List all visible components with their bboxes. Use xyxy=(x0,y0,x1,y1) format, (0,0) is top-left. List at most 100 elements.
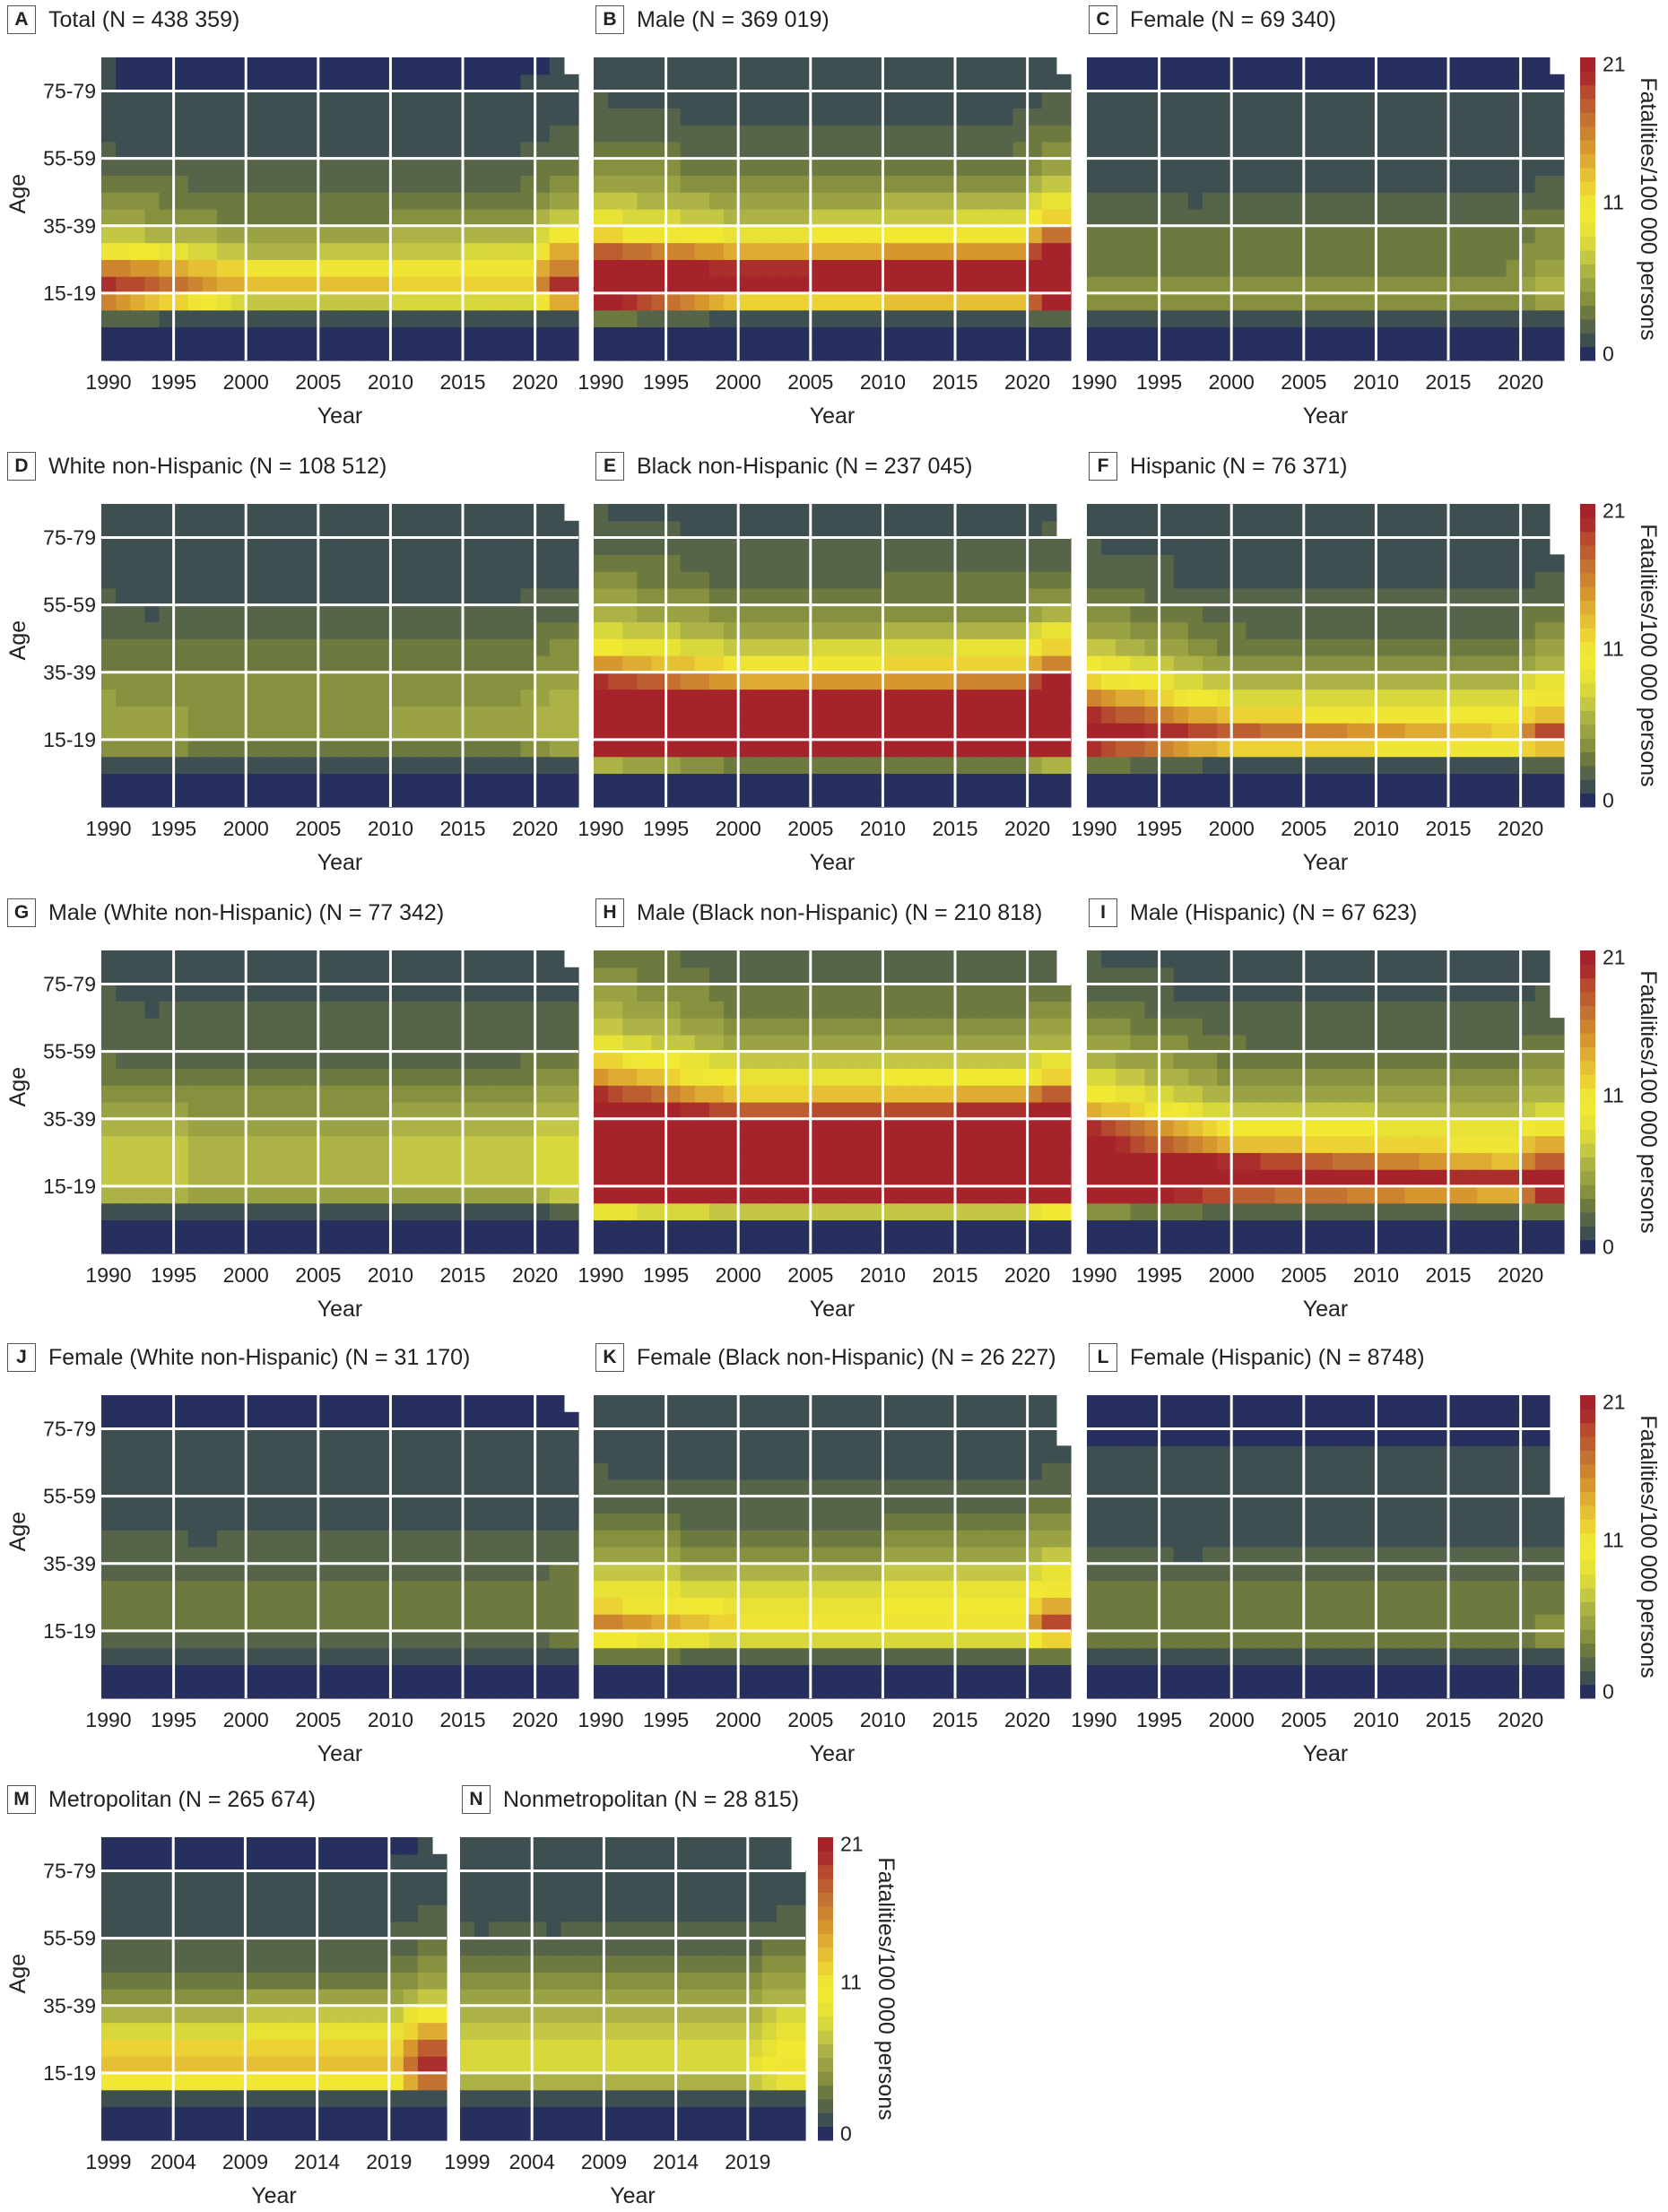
heatmap-cell: 2013 70-74: 1.5 xyxy=(433,1001,449,1019)
heatmap-cell: 2009 5-9: 0.0 xyxy=(868,326,884,344)
heatmap-cell: 2017 75-79: 1.0 xyxy=(984,91,999,108)
heatmap-cell: 2013 45-49: 1.5 xyxy=(1419,192,1435,210)
heatmap-cell: 2020 65-69: 2.5 xyxy=(1027,125,1043,143)
heatmap-cell: 1995 75-79: 1.8 xyxy=(665,537,682,555)
heatmap-cell: 2001 75-79: 1.0 xyxy=(260,984,276,1002)
heatmap-cell: 2022 45-49: 2.0 xyxy=(1549,192,1565,210)
heatmap-cell: 2014 5-9: 0.0 xyxy=(447,1219,464,1237)
heatmap-cell: 2021 70-74: 1.5 xyxy=(549,1001,565,1019)
heatmap-cell: 2011 30-34: 14.6 xyxy=(897,242,913,260)
heatmap-cell: 1991 85+: 1.0 xyxy=(1101,504,1116,522)
heatmap-cell: 2020 85+: 2.0 xyxy=(1027,950,1043,968)
heatmap-cell: 2016 70-74: 1.5 xyxy=(477,1001,492,1019)
heatmap-cell: 1990 85+: 0.5 xyxy=(101,57,117,75)
heatmap-cell: 2018 75-79: 1.0 xyxy=(506,537,522,555)
heatmap-cell: 2004 20-24: 22.0 xyxy=(795,276,812,294)
heatmap-cell: 1993 35-39: 18.2 xyxy=(637,672,653,690)
heatmap-cell: 2003 75-79: 1.0 xyxy=(289,984,305,1002)
heatmap-cell: 2019 75-79: 1.5 xyxy=(1012,537,1029,555)
heatmap-cell: 2006 20-24: 22.0 xyxy=(824,276,840,294)
heatmap-cell: 2022 75-79: 1.0 xyxy=(563,537,579,555)
heatmap-cell: 2006 25-29: 20.6 xyxy=(824,259,840,277)
heatmap-cell: 2007 75-79: 0.5 xyxy=(347,91,362,108)
heatmap-cell: 1993 65-69: 0.5 xyxy=(1130,125,1146,143)
heatmap-cell: 2015 60-64: 2.0 xyxy=(463,1034,478,1053)
heatmap-cell: 1994 45-49: 1.5 xyxy=(1144,192,1160,210)
heatmap-cell: 2020 45-49: 1.8 xyxy=(1520,192,1536,210)
heatmap-cell: 2015 45-49: 2.9 xyxy=(463,638,478,656)
heatmap-cell: 2013 65-69: 1.0 xyxy=(1419,571,1435,589)
heatmap-cell: 2012 0-4: 0.0 xyxy=(1404,343,1420,361)
x-tick-label: 2005 xyxy=(295,817,341,840)
heatmap-cell: 2002 55-59: 7.0 xyxy=(767,1051,783,1070)
heatmap-cell: 1996 5-9: 0.0 xyxy=(187,326,204,344)
heatmap-cell: 1997 50-54: 2.0 xyxy=(202,621,218,639)
heatmap-cell: 1997 25-29: 20.6 xyxy=(694,259,710,277)
heatmap-cell: 2016 80-84: 1.0 xyxy=(969,520,985,539)
heatmap-cell: 1998 45-49: 3.8 xyxy=(1202,638,1218,656)
heatmap-cell: 2004 45-49: 5.2 xyxy=(795,192,812,210)
heatmap-cell: 2000 15-19: 12.0 xyxy=(1231,739,1247,758)
heatmap-cell: 2019 35-39: 11.0 xyxy=(1012,225,1029,244)
heatmap-cell: 2004 70-74: 1.5 xyxy=(303,1001,319,1019)
heatmap-cell: 1995 10-14: 4.5 xyxy=(665,756,682,775)
heatmap-cell: 2013 85+: 1.0 xyxy=(433,950,449,968)
heatmap-cell: 2018 10-14: 1.0 xyxy=(998,309,1014,328)
heatmap-cell: 1994 5-9: 0.0 xyxy=(159,773,175,791)
heatmap-cell: 2010 55-59: 3.0 xyxy=(882,158,899,177)
heatmap-cell: 1995 35-39: 17.0 xyxy=(665,672,682,690)
heatmap-cell: 2000 15-19: 24.0 xyxy=(738,1185,753,1204)
heatmap-cell: 2018 35-39: 2.5 xyxy=(1491,225,1507,244)
heatmap-cell: 1993 85+: 0.4 xyxy=(144,57,161,75)
heatmap-cell: 1990 35-39: 7.0 xyxy=(101,225,117,244)
heatmap-cell: 2016 35-39: 15.7 xyxy=(969,672,985,690)
heatmap-cell: 2016 15-19: 11.2 xyxy=(1463,739,1478,758)
colorbar-swatch xyxy=(1580,277,1595,292)
heatmap-cell: 1997 30-34: 24.0 xyxy=(694,1135,710,1153)
heatmap-cell: 2017 55-59: 3.0 xyxy=(984,158,999,177)
heatmap-cell: 1995 70-74: 4.5 xyxy=(665,1001,682,1019)
heatmap-cell: 2007 55-59: 3.0 xyxy=(839,158,855,177)
heatmap-cell: 1995 70-74: 2.5 xyxy=(665,554,682,572)
heatmap-cell: 2001 80-84: 0.3 xyxy=(1246,74,1262,92)
heatmap-cell: 1999 70-74: 1.0 xyxy=(231,554,247,572)
heatmap-cell: 1998 10-14: 1.4 xyxy=(1202,756,1218,775)
heatmap-cell: 2003 35-39: 5.2 xyxy=(289,1118,305,1137)
heatmap-cell: 2022 35-39: 5.0 xyxy=(563,672,579,690)
heatmap-cell: 2009 15-19: 24.0 xyxy=(868,739,884,758)
heatmap-cell: 2002 65-69: 1.0 xyxy=(1260,571,1276,589)
heatmap-cell: 2007 45-49: 3.7 xyxy=(347,1085,362,1103)
heatmap-cell: 2011 0-4: 0.0 xyxy=(404,1236,421,1254)
heatmap-cell: 1993 55-59: 1.8 xyxy=(144,158,161,177)
heatmap-cell: 1999 45-49: 2.6 xyxy=(231,192,247,210)
heatmap-cell: 2006 50-54: 5.3 xyxy=(824,621,840,639)
heatmap-cell: 1991 85+: 0.3 xyxy=(1101,57,1116,75)
heatmap-cell: 1990 30-34: 4.5 xyxy=(101,689,117,707)
heatmap-cell: 2014 80-84: 0.4 xyxy=(447,74,464,92)
heatmap-cell: 2002 50-54: 2.0 xyxy=(274,621,291,639)
heatmap-cell: 2002 65-69: 0.5 xyxy=(1260,125,1276,143)
heatmap-cell: 2021 55-59: 9.0 xyxy=(1041,1051,1057,1070)
heatmap-cell: 2004 45-49: 1.5 xyxy=(1289,192,1305,210)
heatmap-cell: 2001 15-19: 7.1 xyxy=(260,292,276,311)
heatmap-cell: 2004 5-9: 0.0 xyxy=(795,773,812,791)
heatmap-cell: 2019 50-54: 10.0 xyxy=(1012,1068,1029,1086)
heatmap-cell: 2017 60-64: 1.4 xyxy=(491,587,507,606)
heatmap-cell: 1994 55-59: 10.0 xyxy=(651,1051,667,1070)
heatmap-cell: 2005 20-24: 6.3 xyxy=(317,1169,334,1187)
heatmap-cell: 1993 75-79: 1.2 xyxy=(1130,537,1146,555)
heatmap-cell: 1999 60-64: 1.1 xyxy=(231,141,247,160)
heatmap-cell: 2003 5-9: 0.0 xyxy=(781,326,797,344)
heatmap-cell: 2016 55-59: 2.0 xyxy=(1463,604,1478,623)
heatmap-cell: 2021 25-29: 24.0 xyxy=(1041,706,1057,724)
heatmap-cell: 2020 50-54: 5.5 xyxy=(1027,175,1043,193)
heatmap-cell: 2016 50-54: 1.0 xyxy=(1463,175,1478,193)
heatmap-cell: 2021 60-64: 1.5 xyxy=(549,587,565,606)
heatmap-cell: 2021 20-24: 8.0 xyxy=(549,1169,565,1187)
heatmap-cell: 1998 60-64: 1.8 xyxy=(1202,587,1218,606)
heatmap-cell: 2011 15-19: 12.6 xyxy=(897,292,913,311)
heatmap-cell: 2008 30-34: 8.0 xyxy=(1347,689,1362,707)
heatmap-cell: 1991 0-4: 0.0 xyxy=(608,1236,623,1254)
heatmap-cell: 2014 55-59: 1.9 xyxy=(447,158,464,177)
heatmap-cell: 1998 85+: 0.3 xyxy=(1202,57,1218,75)
